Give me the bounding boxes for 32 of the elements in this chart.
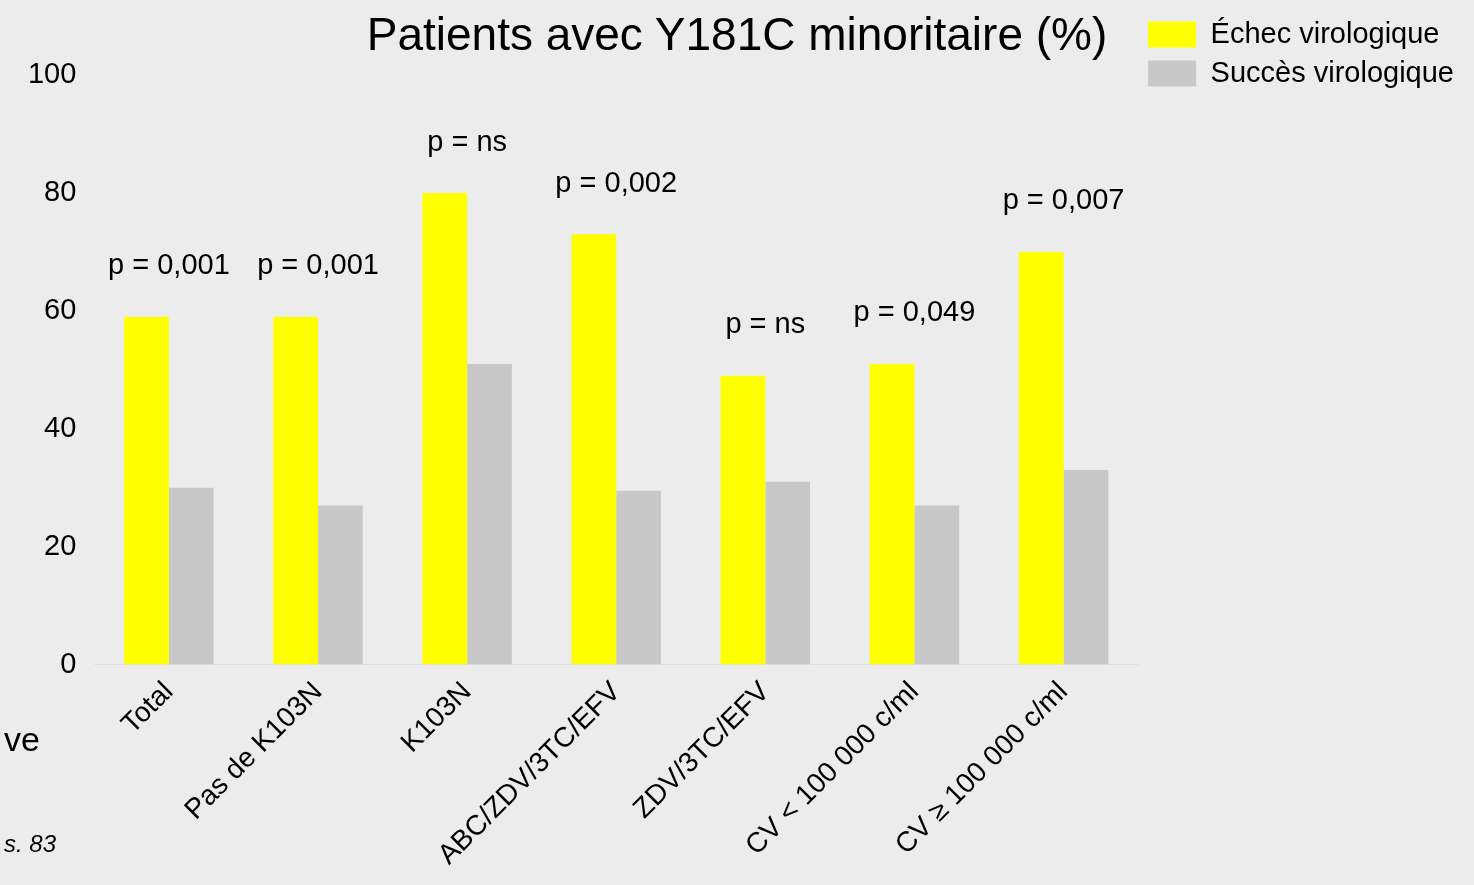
- y-tick-label: 80: [44, 175, 77, 208]
- legend-label: Succès virologique: [1210, 55, 1455, 88]
- bar: [467, 363, 512, 665]
- y-tick-label: 0: [60, 646, 77, 679]
- bar: [765, 481, 811, 665]
- bar: [318, 505, 363, 665]
- annotation: p = 0,007: [1002, 183, 1125, 216]
- bar: [422, 193, 468, 665]
- text: ve: [4, 720, 40, 759]
- bar: [720, 375, 766, 665]
- bar: [1018, 252, 1064, 665]
- y-tick-label: 60: [44, 292, 77, 325]
- chart-title: Patients avec Y181C minoritaire (%): [366, 8, 1108, 61]
- bar: [124, 316, 169, 665]
- annotation: p = 0,001: [257, 248, 379, 281]
- bar: [616, 490, 661, 665]
- annotation: p = 0,001: [108, 248, 230, 281]
- bar: [168, 487, 214, 665]
- text: s. 83: [4, 830, 57, 858]
- y-tick-label: 100: [27, 57, 77, 90]
- legend-label: Échec virologique: [1210, 16, 1440, 49]
- y-tick-label: 40: [44, 410, 77, 443]
- bar: [914, 505, 960, 665]
- annotation: p = ns: [427, 124, 508, 157]
- bar: [869, 363, 915, 665]
- bar: [1063, 470, 1109, 665]
- annotation: p = ns: [725, 307, 806, 340]
- annotation: p = 0,002: [555, 165, 678, 198]
- y-tick-label: 20: [44, 528, 77, 561]
- bar: [273, 316, 319, 665]
- annotation: p = 0,049: [853, 295, 976, 328]
- bar: [571, 234, 617, 665]
